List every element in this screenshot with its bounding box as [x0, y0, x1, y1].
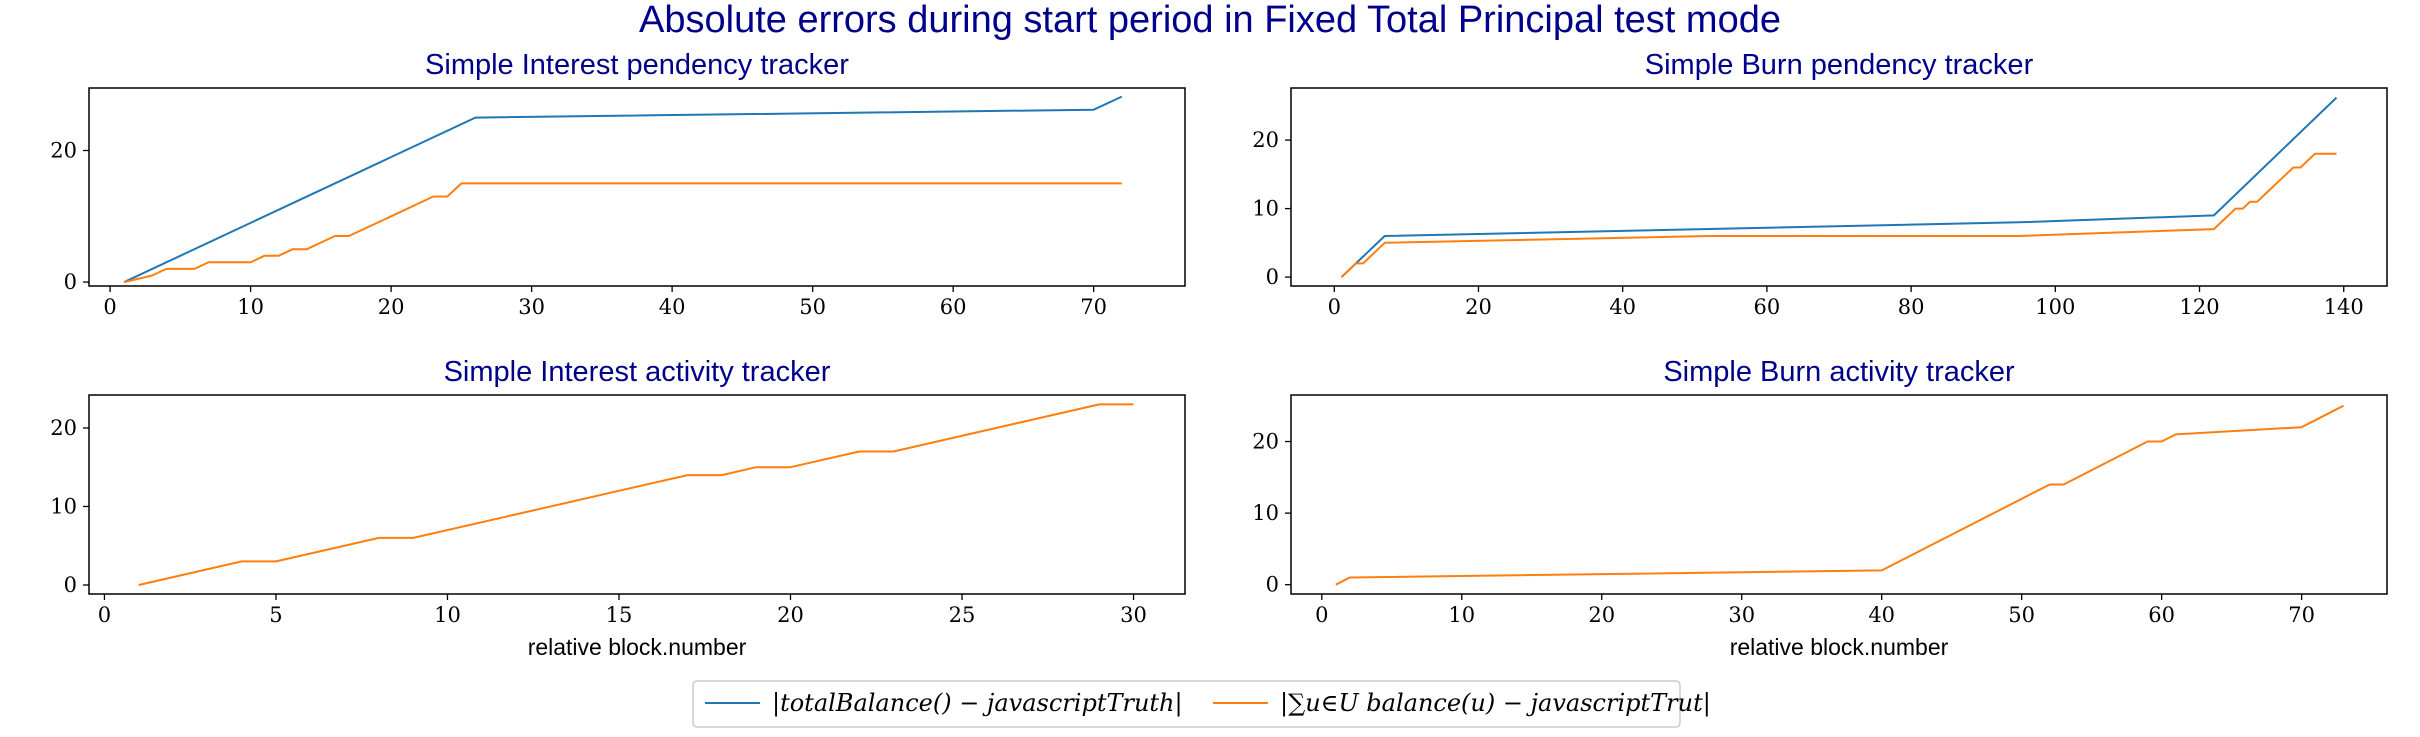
x-tick-label: 70 — [1080, 295, 1107, 319]
x-tick-label: 140 — [2324, 295, 2364, 319]
x-tick-label: 80 — [1898, 295, 1925, 319]
axes-frame — [88, 394, 1186, 595]
legend: |totalBalance() − javascriptTruth| |∑u∈U… — [692, 680, 1711, 728]
x-tick-label: 40 — [1868, 603, 1895, 627]
figure-title: Absolute errors during start period in F… — [639, 0, 1781, 41]
y-tick-label: 0 — [1266, 265, 1279, 289]
subplot-3: Simple Interest activity tracker 0 5 10 15 20… — [50, 356, 1186, 660]
subplot-title: Simple Interest activity tracker — [444, 356, 831, 388]
x-tick-label: 10 — [237, 295, 264, 319]
y-tick-label: 0 — [64, 270, 77, 294]
x-tick-label: 60 — [940, 295, 967, 319]
x-tick-label: 25 — [949, 603, 976, 627]
series-line — [138, 403, 1134, 586]
x-tick-label: 0 — [98, 603, 111, 627]
series-line — [1340, 96, 2338, 278]
x-tick-label: 20 — [1588, 603, 1615, 627]
x-tick-label: 50 — [2008, 603, 2035, 627]
y-tick-label: 10 — [50, 494, 77, 518]
subplot-title: Simple Interest pendency tracker — [425, 49, 849, 81]
legend-label-total-balance: |totalBalance() − javascriptTruth| — [772, 689, 1183, 718]
subplot-1: Simple Interest pendency tracker 0 10 20 30 4… — [50, 49, 1186, 319]
x-tick-label: 60 — [1754, 295, 1781, 319]
x-tick-label: 0 — [1328, 295, 1341, 319]
subplot-4: Simple Burn activity tracker 0 10 20 30 40 50 6… — [1252, 356, 2388, 660]
axes-frame — [1290, 87, 2388, 287]
x-axis-label: relative block.number — [1730, 634, 1949, 660]
x-tick-label: 100 — [2035, 295, 2075, 319]
axes-frame — [1290, 394, 2388, 595]
x-tick-label: 30 — [518, 295, 545, 319]
x-tick-label: 120 — [2179, 295, 2219, 319]
y-tick-label: 20 — [50, 416, 77, 440]
x-tick-label: 40 — [1609, 295, 1636, 319]
series-line — [123, 182, 1122, 284]
legend-frame — [692, 680, 1681, 728]
x-tick-label: 20 — [777, 603, 804, 627]
y-tick-label: 20 — [1252, 430, 1279, 454]
subplot-title: Simple Burn activity tracker — [1663, 356, 2015, 388]
y-tick-label: 10 — [1252, 197, 1279, 221]
x-tick-label: 0 — [1315, 603, 1328, 627]
series-line — [1335, 404, 2345, 586]
x-tick-label: 20 — [378, 295, 405, 319]
x-tick-label: 50 — [799, 295, 826, 319]
series-line — [123, 95, 1123, 284]
x-tick-label: 0 — [103, 295, 116, 319]
x-tick-label: 30 — [1120, 603, 1147, 627]
x-tick-label: 70 — [2288, 603, 2315, 627]
y-tick-label: 20 — [1252, 128, 1279, 152]
axes-frame — [88, 87, 1186, 287]
x-tick-label: 10 — [434, 603, 461, 627]
legend-label-sum-balance: |∑u∈U balance(u) − javascriptTrut| — [1280, 689, 1711, 718]
y-tick-label: 10 — [1252, 501, 1279, 525]
x-axis-label: relative block.number — [528, 634, 747, 660]
y-tick-label: 20 — [50, 138, 77, 162]
y-tick-label: 0 — [1266, 573, 1279, 597]
x-tick-label: 20 — [1465, 295, 1492, 319]
x-tick-label: 5 — [269, 603, 282, 627]
x-tick-label: 40 — [659, 295, 686, 319]
x-tick-label: 60 — [2148, 603, 2175, 627]
x-tick-label: 15 — [606, 603, 633, 627]
series-line — [1340, 152, 2337, 278]
y-tick-label: 0 — [64, 573, 77, 597]
x-tick-label: 30 — [1728, 603, 1755, 627]
subplot-title: Simple Burn pendency tracker — [1645, 49, 2034, 81]
x-tick-label: 10 — [1448, 603, 1475, 627]
